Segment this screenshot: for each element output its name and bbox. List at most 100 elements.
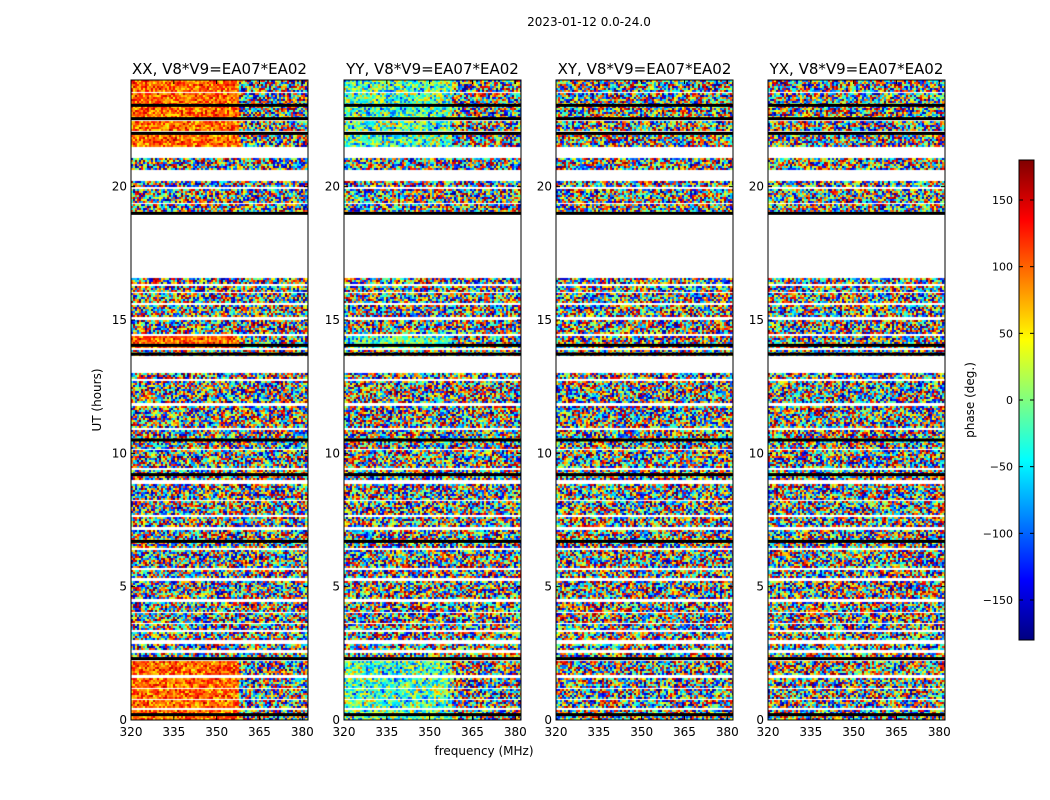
y-tick-label: 0 [332,713,340,727]
flagged-row [556,343,733,347]
x-tick-label: 335 [375,725,398,739]
flagged-row [768,438,945,442]
flagged-row [131,539,308,543]
flagged-row [344,539,521,543]
y-tick-label: 5 [332,580,340,594]
x-tick-label: 365 [673,725,696,739]
flagged-row [556,117,733,121]
flagged-row [344,657,521,661]
flagged-row [344,473,521,477]
y-tick-label: 20 [325,180,340,194]
y-tick-label: 15 [749,313,764,327]
x-tick-label: 320 [333,725,356,739]
flagged-row [556,438,733,442]
flagged-row [131,473,308,477]
x-tick-label: 350 [630,725,653,739]
x-axis-label: frequency (MHz) [434,744,533,758]
y-tick-label: 5 [544,580,552,594]
y-tick-label: 15 [537,313,552,327]
flagged-row [131,103,308,107]
flagged-row [768,103,945,107]
flagged-row [556,473,733,477]
panel-title: YX, V8*V9=EA07*EA02 [769,60,944,78]
y-tick-label: 0 [119,713,127,727]
y-tick-label: 0 [544,713,552,727]
panel-title: XX, V8*V9=EA07*EA02 [132,60,307,78]
panel-xx: XX, V8*V9=EA07*EA02 320 335 350 365 380 0 5 10 15… [112,60,314,739]
y-tick-label: 15 [325,313,340,327]
flagged-row [344,117,521,121]
panel-yy: YY, V8*V9=EA07*EA02 320 335 350 365 380 0 5 10 15… [325,60,527,739]
flagged-row [344,713,521,717]
x-tick-label: 335 [587,725,610,739]
x-tick-label: 350 [205,725,228,739]
flagged-row [131,438,308,442]
flagged-row [768,211,945,215]
x-tick-label: 350 [842,725,865,739]
flagged-row [344,103,521,107]
x-tick-label: 380 [928,725,951,739]
y-axis-label: UT (hours) [90,368,104,431]
phase-heatmap [344,80,521,720]
y-tick-label: 15 [112,313,127,327]
panel-frame [767,79,946,721]
phase-heatmap [768,80,945,720]
flagged-row [768,131,945,135]
panel-frame [130,79,309,721]
flagged-row [344,211,521,215]
panel-yx: YX, V8*V9=EA07*EA02 320 335 350 365 380 0 5 10 15… [749,60,951,739]
figure-title: 2023-01-12 0.0-24.0 [527,15,651,29]
flagged-row [768,343,945,347]
flagged-row [768,352,945,356]
x-tick-label: 365 [885,725,908,739]
flagged-row [131,131,308,135]
flagged-row [556,211,733,215]
x-tick-label: 335 [799,725,822,739]
flagged-row [344,131,521,135]
x-tick-label: 320 [545,725,568,739]
phase-heatmap [131,80,308,720]
x-tick-label: 380 [716,725,739,739]
x-tick-label: 365 [461,725,484,739]
colorbar-label: phase (deg.) [963,362,977,438]
flagged-row [768,657,945,661]
x-tick-label: 335 [162,725,185,739]
flagged-row [556,657,733,661]
flagged-row [344,438,521,442]
flagged-row [131,117,308,121]
flagged-row [131,352,308,356]
y-tick-label: 0 [756,713,764,727]
flagged-row [768,539,945,543]
colorbar-tick-label: 50 [999,327,1013,340]
flagged-row [556,103,733,107]
x-tick-label: 320 [120,725,143,739]
flagged-row [768,473,945,477]
colorbar-tick-label: 0 [1006,394,1013,407]
flagged-row [131,657,308,661]
y-tick-label: 10 [749,446,764,460]
y-tick-label: 20 [749,180,764,194]
y-tick-label: 20 [537,180,552,194]
flagged-row [556,352,733,356]
flagged-row [131,713,308,717]
flagged-row [768,117,945,121]
panel-title: YY, V8*V9=EA07*EA02 [345,60,519,78]
colorbar-tick-label: 150 [992,194,1013,207]
x-tick-label: 380 [504,725,527,739]
panel-frame [555,79,734,721]
flagged-row [344,352,521,356]
x-tick-label: 365 [248,725,271,739]
panels-group: XX, V8*V9=EA07*EA02 320 335 350 365 380 0 5 10 15… [112,60,951,739]
panel-frame [343,79,522,721]
flagged-row [131,211,308,215]
y-tick-label: 5 [119,580,127,594]
panel-title: XY, V8*V9=EA07*EA02 [558,60,732,78]
y-tick-label: 5 [756,580,764,594]
phase-heatmap [556,80,733,720]
y-tick-label: 10 [325,446,340,460]
x-tick-label: 350 [418,725,441,739]
flagged-row [556,539,733,543]
flagged-row [768,713,945,717]
flagged-row [131,343,308,347]
